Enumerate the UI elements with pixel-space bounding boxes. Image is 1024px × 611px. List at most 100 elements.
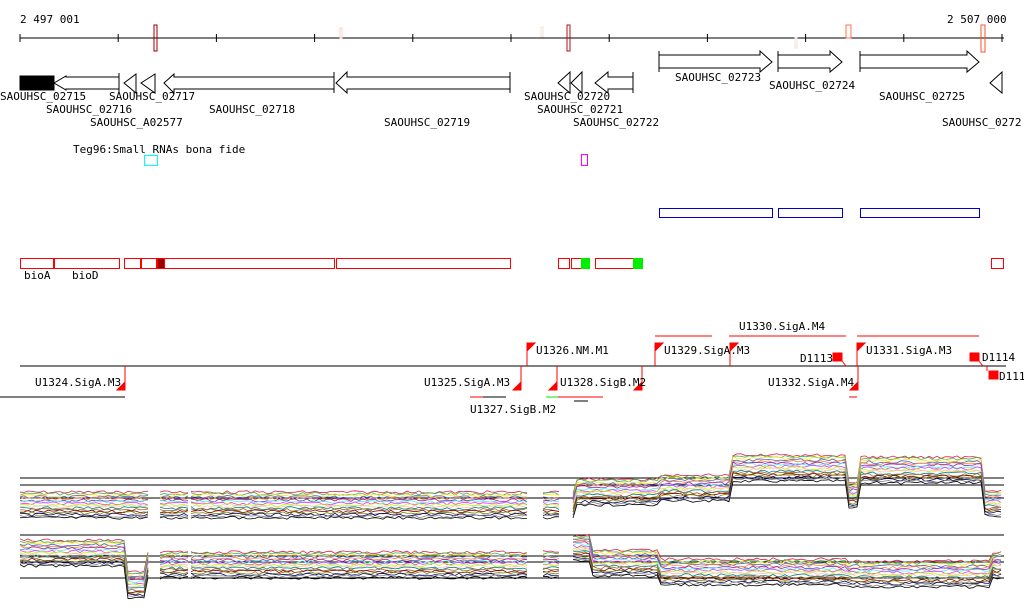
promoter-label: U1332.SigA.M4: [768, 376, 854, 389]
operon-box[interactable]: [558, 258, 570, 269]
terminator-D1115[interactable]: [988, 370, 999, 380]
gene-SAOUHSC_02720[interactable]: [557, 70, 571, 95]
promoter-label: U1327.SigB.M2: [470, 403, 556, 416]
promoter-label: U1328.SigB.M2: [560, 376, 646, 389]
gene-track: [19, 49, 1003, 95]
operon-box-bioA[interactable]: [20, 258, 54, 269]
transcript-box[interactable]: [778, 208, 843, 218]
expression-trace: [159, 551, 189, 556]
gene-SAOUHSC_A02577[interactable]: [123, 73, 137, 95]
transcript-box[interactable]: [659, 208, 773, 218]
transcript-box[interactable]: [860, 208, 980, 218]
promoter-label: U1326.NM.M1: [536, 344, 609, 357]
expression-trace: [190, 503, 528, 507]
expression-trace: [572, 479, 1002, 519]
operon-box[interactable]: [124, 258, 141, 269]
gene-label: SAOUHSC_02721: [537, 103, 623, 116]
operon-label-bioA: bioA: [24, 269, 51, 282]
expression-trace: [19, 563, 149, 600]
gene-SAOUHSC_02723[interactable]: [658, 49, 773, 74]
expression-trace: [572, 453, 1002, 494]
promoter-flag[interactable]: [526, 342, 537, 366]
expression-trace: [19, 490, 149, 495]
expression-trace: [542, 509, 560, 513]
expression-trace: [190, 506, 528, 511]
gene-label: SAOUHSC_02723: [675, 71, 761, 84]
operon-box-dark[interactable]: [157, 258, 165, 269]
expression-trace: [542, 560, 560, 564]
promoter-flag[interactable]: [511, 366, 522, 391]
expression-trace: [572, 456, 1002, 497]
gene-SAOUHSC_02719[interactable]: [335, 70, 511, 95]
expression-trace: [572, 537, 1002, 567]
operon-box[interactable]: [336, 258, 511, 269]
expression-trace: [542, 565, 560, 569]
ruler-end-label: 2 507 000: [947, 13, 1007, 26]
promoter-flag[interactable]: [115, 366, 126, 391]
expression-trace: [572, 458, 1002, 497]
operon-box-green[interactable]: [633, 258, 643, 269]
expression-trace: [190, 575, 528, 580]
gene-SAOUHSC_02715[interactable]: [19, 75, 55, 91]
expression-trace: [19, 509, 149, 514]
promoter-flag[interactable]: [654, 342, 665, 366]
expression-trace: [159, 566, 189, 571]
variant-mark[interactable]: [794, 37, 798, 49]
expression-trace: [19, 514, 149, 519]
gene-SAOUHSC_02722[interactable]: [594, 70, 634, 95]
promoter-flag[interactable]: [729, 342, 740, 366]
rna-feature[interactable]: [581, 154, 588, 166]
promoter-flag[interactable]: [632, 366, 643, 391]
operon-box[interactable]: [157, 258, 335, 269]
operon-label-bioD: bioD: [72, 269, 99, 282]
gene-SAOUHSC_02718[interactable]: [163, 72, 335, 95]
variant-mark[interactable]: [845, 24, 852, 39]
promoter-flag[interactable]: [547, 366, 558, 391]
gene-SAOUHSC_02721[interactable]: [570, 70, 583, 95]
expression-trace: [190, 509, 528, 514]
gene-SAOUHSC_02716[interactable]: [53, 73, 120, 93]
promoter-flag[interactable]: [848, 366, 859, 391]
variant-mark[interactable]: [153, 24, 158, 52]
variant-mark[interactable]: [566, 24, 571, 52]
gene-label: SAOUHSC_02718: [209, 103, 295, 116]
ruler: 2 497 001 2 507 000: [19, 13, 1007, 53]
gene-SAOUHSC_02724[interactable]: [777, 49, 843, 74]
gene-SAOUHSC_02717[interactable]: [140, 73, 156, 94]
expression-trace: [190, 569, 528, 574]
variant-mark[interactable]: [339, 27, 343, 39]
expression-trace: [190, 490, 528, 495]
variant-mark[interactable]: [980, 24, 986, 53]
expression-trace: [572, 548, 1002, 578]
terminator-D1114[interactable]: [969, 352, 980, 362]
expression-trace: [542, 506, 560, 510]
small-rna-feature[interactable]: [144, 155, 158, 166]
gene-SAOUHSC_02725[interactable]: [859, 49, 980, 74]
gene-SAOUHSC_0272x[interactable]: [989, 70, 1003, 95]
operon-box[interactable]: [141, 258, 157, 269]
operon-box[interactable]: [991, 258, 1004, 269]
variant-mark[interactable]: [540, 26, 544, 38]
expression-trace: [190, 498, 528, 503]
gene-label: SAOUHSC_02725: [879, 90, 965, 103]
operon-box-green[interactable]: [581, 258, 590, 269]
expression-trace: [190, 561, 528, 566]
expression-trace: [159, 492, 189, 496]
operon-box-bioD[interactable]: [54, 258, 120, 269]
terminator-D1113[interactable]: [832, 352, 843, 362]
operon-box[interactable]: [571, 258, 582, 269]
gene-label: SAOUHSC_02720: [524, 90, 610, 103]
expression-trace: [572, 543, 1002, 573]
expression-trace: [190, 501, 528, 506]
expression-trace: [572, 555, 1002, 584]
expression-trace: [542, 491, 560, 496]
expression-trace: [159, 564, 189, 567]
expression-trace: [159, 503, 189, 507]
expression-trace: [190, 571, 528, 575]
expression-trace: [159, 495, 189, 499]
expression-trace: [190, 559, 528, 564]
promoter-flag[interactable]: [856, 342, 867, 366]
expression-trace: [159, 571, 189, 575]
operon-box[interactable]: [595, 258, 634, 269]
